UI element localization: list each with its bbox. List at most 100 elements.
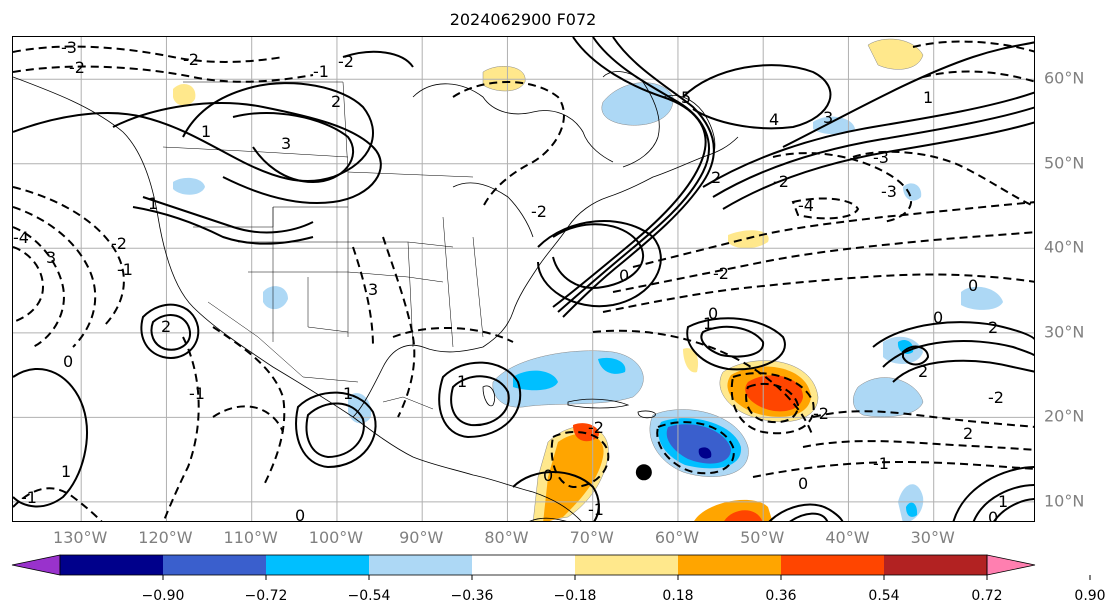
colorbar-segment [781, 555, 884, 575]
map-canvas: -3 -2 -1 -2 -2 1 3 2 1 -4 3 -2 -1 2 0 -1… [13, 37, 1034, 522]
contour-label: -2 [338, 52, 354, 71]
lon-tick-label: 60°W [654, 528, 700, 547]
contour-dashed [13, 45, 284, 63]
colorbar-segment [266, 555, 369, 575]
lat-tick-label: 40°N [1044, 237, 1085, 257]
colorbar-tick-label: 0.54 [868, 588, 900, 604]
contour-label: -2 [183, 50, 199, 69]
contour-solid [552, 37, 707, 308]
shade-red-south [724, 510, 763, 521]
contour-label: 2 [918, 362, 928, 381]
contour-dashed [13, 226, 65, 348]
contour-label: 0 [63, 352, 73, 371]
contour-label: -2 [69, 58, 85, 77]
contour-dashed [352, 246, 374, 348]
colorbar-segment [884, 555, 987, 575]
contour-label: -1 [189, 384, 205, 403]
contour-solid [232, 112, 354, 184]
contour-label: 0 [543, 466, 553, 485]
contour-dashed [802, 440, 1034, 451]
colorbar-segment [163, 555, 266, 575]
contour-label: 1 [923, 88, 933, 107]
contour-dashed [730, 372, 815, 435]
contour-solid [789, 512, 829, 521]
contour-dashed [656, 421, 735, 475]
colorbar-tick-label: −0.18 [553, 588, 597, 604]
contour-label: 1 [148, 194, 158, 213]
colorbar-segment [678, 555, 781, 575]
lon-tick-label: 90°W [399, 528, 444, 547]
contour-dashed [452, 81, 565, 208]
contour-dashed [212, 326, 286, 488]
contour-dashed [922, 70, 1034, 83]
contour-solid [712, 106, 1034, 198]
contour-solid [557, 37, 710, 313]
colorbar-tick-label: 0.36 [765, 588, 797, 604]
colorbar-segment [575, 555, 678, 575]
contour-label: 3 [368, 280, 378, 299]
contour-label: 5 [681, 88, 691, 107]
contour-dashed [550, 431, 610, 489]
contour-label: 2 [161, 317, 171, 336]
contour-label: 4 [769, 110, 779, 129]
contour-label: -1 [313, 62, 329, 81]
shade-blue-pac [173, 177, 205, 195]
colorbar-extend-high [986, 554, 1036, 576]
shade-yellow-pac [173, 84, 196, 106]
lat-tick-label: 10°N [1044, 491, 1085, 511]
contour-label: -2 [588, 418, 604, 437]
contour-label: 0 [988, 508, 998, 522]
shade-cyan-10n [906, 502, 918, 517]
contour-label: 0 [619, 266, 629, 285]
contour-dashed [13, 206, 97, 348]
colorbar [11, 554, 1091, 580]
contour-solid [702, 91, 1034, 188]
contour-label: 2 [331, 92, 341, 111]
colorbar-tick-label: −0.36 [450, 588, 494, 604]
shade-yellow-30n [683, 348, 699, 373]
contour-dashed [852, 150, 1034, 208]
lon-tick-label: 130°W [53, 528, 108, 547]
contour-label: -2 [713, 264, 729, 283]
contour-dashed [612, 231, 1034, 293]
contour-label: 3 [823, 108, 833, 127]
contour-solid [768, 503, 844, 521]
contour-label: -1 [21, 488, 37, 507]
contour-label: 3 [281, 134, 291, 153]
contour-solid [13, 367, 88, 508]
contour-solid [150, 313, 192, 351]
contour-label: 2 [988, 318, 998, 337]
contour-solid [295, 391, 377, 469]
contour-label: -4 [798, 196, 814, 215]
contour-label: -1 [588, 500, 604, 519]
contour-dashed [392, 326, 514, 343]
contour-solid [682, 64, 832, 130]
shade-orange-caribbean-core [543, 433, 604, 521]
contour-solid [993, 498, 1034, 521]
colorbar-outline [59, 554, 988, 576]
contour-solid [902, 345, 930, 366]
map-panel[interactable]: -3 -2 -1 -2 -2 1 3 2 1 -4 3 -2 -1 2 0 -1… [12, 36, 1035, 522]
shade-blue-45n-e [903, 183, 922, 201]
contour-label: -2 [111, 234, 127, 253]
contour-solid [142, 196, 314, 234]
contour-dashed [592, 329, 814, 438]
contour-solid [686, 317, 786, 371]
shade-blue-20w-38n [961, 286, 1003, 310]
contour-label: 0 [968, 276, 978, 295]
lon-tick-label: 50°W [740, 528, 785, 547]
contour-label: -3 [61, 38, 77, 57]
contour-label: -2 [988, 388, 1004, 407]
lat-tick-label: 50°N [1044, 153, 1085, 173]
contour-label: 0 [798, 474, 808, 493]
shade-yellow-canada [482, 66, 526, 92]
colorbar-tick-label: −0.90 [141, 588, 185, 604]
lon-tick-label: 30°W [910, 528, 955, 547]
contour-dashed [772, 152, 913, 223]
contour-solid [882, 340, 1034, 368]
contour-dashed [812, 410, 1034, 428]
shaded-anomalies [173, 38, 1003, 521]
shade-blue-hudson [601, 82, 674, 126]
contour-label: 1 [998, 492, 1008, 511]
contour-label: 1 [457, 372, 467, 391]
